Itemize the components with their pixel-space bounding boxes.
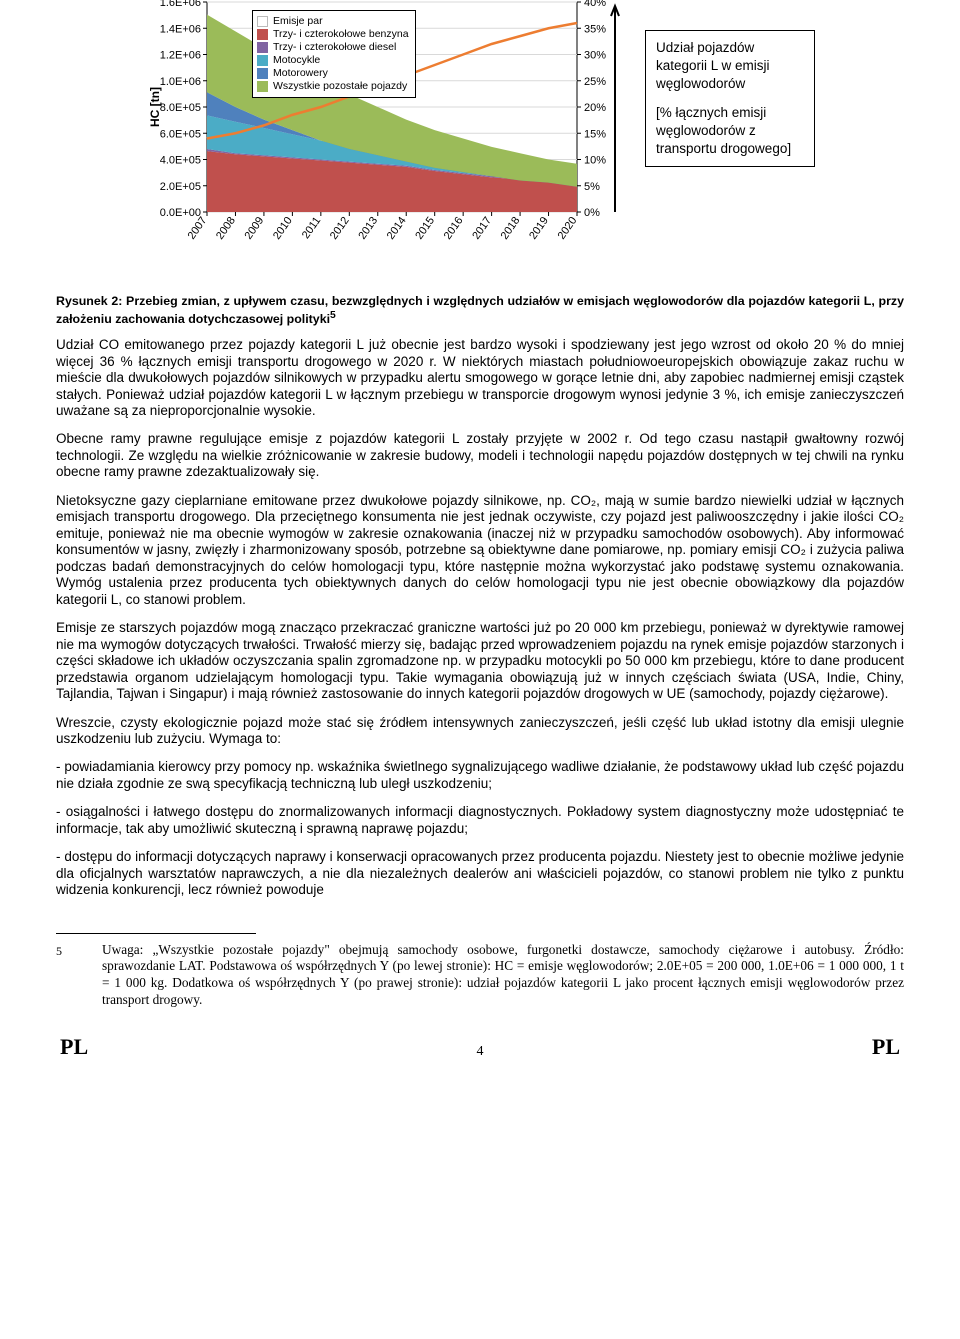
svg-text:2009: 2009 [243, 215, 267, 242]
svg-text:2016: 2016 [442, 215, 466, 242]
page-number: 4 [477, 1044, 484, 1060]
svg-text:2012: 2012 [328, 215, 352, 242]
svg-text:2013: 2013 [356, 215, 380, 242]
svg-text:2011: 2011 [300, 215, 323, 241]
svg-text:25%: 25% [584, 76, 606, 88]
paragraph: - powiadamiania kierowcy przy pomocy np.… [56, 759, 904, 792]
chart-legend: Emisje parTrzy- i czterokołowe benzynaTr… [252, 10, 416, 98]
chart-container: 0.0E+00 2.0E+05 4.0E+05 6.0E+05 8.0E+05 1.0E+… [145, 0, 625, 266]
svg-text:6.0E+05: 6.0E+05 [160, 128, 201, 140]
footnote: 5 Uwaga: „Wszystkie pozostałe pojazdy" o… [56, 942, 904, 1008]
side-text-2: [% łącznych emisji węglowodorów z transp… [656, 104, 804, 159]
svg-text:2017: 2017 [470, 215, 494, 242]
svg-text:0.0E+00: 0.0E+00 [160, 207, 201, 219]
paragraph: Nietoksyczne gazy cieplarniane emitowane… [56, 493, 904, 608]
svg-text:2018: 2018 [499, 215, 523, 242]
chart-row: 0.0E+00 2.0E+05 4.0E+05 6.0E+05 8.0E+05 1.0E+… [56, 0, 904, 266]
svg-text:2008: 2008 [214, 215, 238, 242]
page-footer: PL 4 PL [56, 1034, 904, 1068]
svg-text:1.4E+06: 1.4E+06 [160, 23, 201, 35]
svg-text:0%: 0% [584, 207, 600, 219]
svg-text:2020: 2020 [556, 215, 580, 242]
svg-text:40%: 40% [584, 0, 606, 9]
paragraph: Emisje ze starszych pojazdów mogą znaczą… [56, 620, 904, 702]
svg-text:2.0E+05: 2.0E+05 [160, 181, 201, 193]
svg-text:20%: 20% [584, 102, 606, 114]
footer-left: PL [60, 1034, 88, 1060]
legend-item: Motocykle [257, 54, 409, 67]
svg-text:4.0E+05: 4.0E+05 [160, 155, 201, 167]
legend-item: Wszystkie pozostałe pojazdy [257, 80, 409, 93]
svg-text:2019: 2019 [527, 215, 551, 242]
svg-text:10%: 10% [584, 155, 606, 167]
svg-text:1.6E+06: 1.6E+06 [160, 0, 201, 9]
paragraph: Wreszcie, czysty ekologicznie pojazd moż… [56, 715, 904, 748]
footer-right: PL [872, 1034, 900, 1060]
svg-text:15%: 15% [584, 128, 606, 140]
paragraph: - dostępu do informacji dotyczących napr… [56, 849, 904, 898]
svg-text:2014: 2014 [385, 215, 409, 242]
svg-text:1.0E+06: 1.0E+06 [160, 76, 201, 88]
svg-text:30%: 30% [584, 50, 606, 62]
svg-text:2015: 2015 [413, 215, 437, 242]
paragraph: - osiągalności i łatwego dostępu do znor… [56, 804, 904, 837]
svg-text:HC [tn]: HC [tn] [148, 87, 162, 127]
footnote-text: Uwaga: „Wszystkie pozostałe pojazdy" obe… [102, 942, 904, 1008]
svg-text:35%: 35% [584, 23, 606, 35]
legend-item: Motorowery [257, 67, 409, 80]
svg-text:5%: 5% [584, 181, 600, 193]
legend-item: Trzy- i czterokołowe diesel [257, 41, 409, 54]
footnote-rule [56, 933, 256, 934]
svg-text:1.2E+06: 1.2E+06 [160, 50, 201, 62]
legend-item: Trzy- i czterokołowe benzyna [257, 28, 409, 41]
paragraph: Udział CO emitowanego przez pojazdy kate… [56, 337, 904, 419]
legend-item: Emisje par [257, 15, 409, 28]
paragraph: Obecne ramy prawne regulujące emisje z p… [56, 431, 904, 480]
footnote-number: 5 [56, 942, 62, 1008]
svg-text:2010: 2010 [271, 215, 295, 242]
figure-caption: Rysunek 2: Przebieg zmian, z upływem cza… [56, 294, 904, 327]
chart-side-box: Udział pojazdów kategorii L w emisji węg… [645, 30, 815, 167]
svg-text:8.0E+05: 8.0E+05 [160, 102, 201, 114]
side-text-1: Udział pojazdów kategorii L w emisji węg… [656, 39, 804, 94]
